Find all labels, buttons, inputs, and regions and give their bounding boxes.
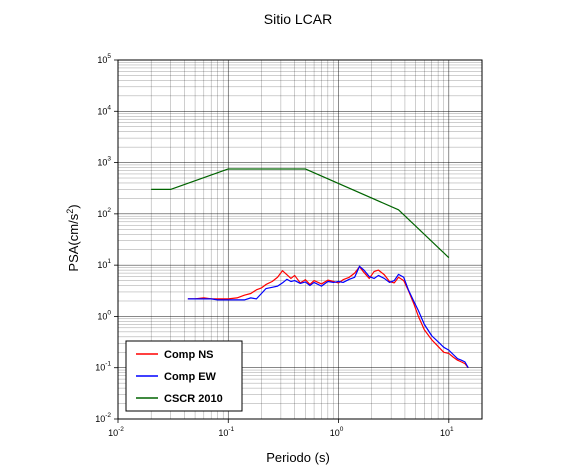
x-tick-label: 101: [440, 426, 454, 438]
series-line-comp-ns: [187, 266, 469, 369]
series-line-comp-ew: [187, 265, 469, 369]
x-tick-label: 100: [330, 426, 344, 438]
y-tick-label: 10-1: [95, 361, 111, 373]
chart-title: Sitio LCAR: [264, 11, 332, 27]
x-tick-label: 10-2: [108, 426, 124, 438]
legend: Comp NS Comp EW CSCR 2010: [125, 340, 243, 412]
series-layer: [151, 168, 469, 369]
y-tick-label: 100: [97, 309, 111, 321]
legend-label-ew: Comp EW: [164, 371, 217, 383]
y-tick-label: 105: [97, 53, 111, 65]
y-tick-label: 10-2: [95, 412, 111, 424]
legend-label-ns: Comp NS: [164, 349, 214, 361]
y-axis-label-end: ): [66, 204, 81, 208]
x-tick-label: 10-1: [218, 426, 234, 438]
y-tick-label: 102: [97, 207, 111, 219]
y-tick-label: 104: [97, 104, 111, 116]
x-axis-ticks: 10-2 10-1 100 101: [108, 419, 454, 438]
x-axis-label: Periodo (s): [266, 450, 330, 465]
y-tick-label: 101: [97, 258, 111, 270]
legend-label-cscr: CSCR 2010: [164, 393, 223, 405]
y-tick-label: 103: [97, 156, 111, 168]
grid-lines: [117, 59, 483, 420]
y-axis-label-main: PSA(cm/s: [66, 213, 81, 271]
y-axis-label-sup: 2: [65, 209, 75, 214]
series-line-cscr-2010: [151, 168, 450, 259]
y-axis-ticks: 10-2 10-1 100 101 102 103 104 105: [95, 53, 118, 424]
y-axis-label: PSA(cm/s2): [65, 204, 81, 271]
plot-frame: [117, 59, 483, 420]
